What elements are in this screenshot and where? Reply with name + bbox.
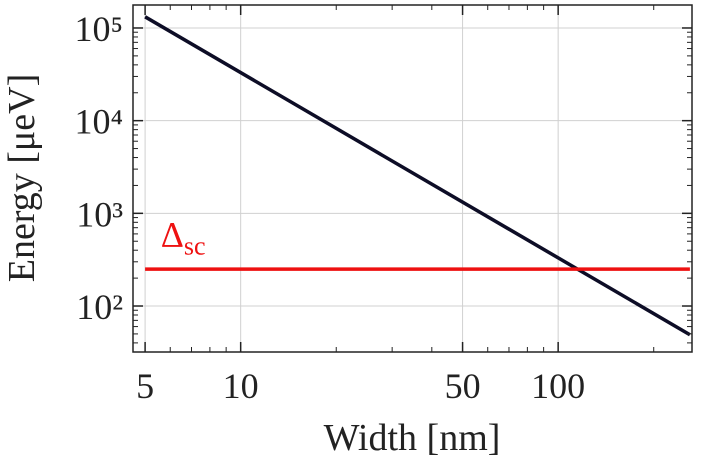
x-tick-label: 100 — [531, 366, 585, 406]
y-tick-label: 10³ — [76, 194, 123, 234]
y-tick-label: 10⁴ — [74, 102, 123, 142]
x-tick-label: 5 — [136, 366, 154, 406]
x-tick-label: 10 — [223, 366, 259, 406]
y-axis-label: Energy [μeV] — [1, 74, 43, 283]
annotation: Δsc — [161, 214, 206, 260]
y-tick-label: 10⁵ — [74, 9, 123, 49]
plot — [144, 15, 691, 337]
x-axis-label: Width [nm] — [324, 417, 501, 459]
annotation-subscript: sc — [184, 231, 206, 260]
plot-frame — [132, 4, 693, 353]
data-line — [144, 15, 691, 337]
x-tick-label: 50 — [445, 366, 481, 406]
annotation-text: Δ — [161, 214, 184, 254]
y-tick-label: 10² — [76, 287, 123, 327]
grid — [133, 5, 692, 352]
